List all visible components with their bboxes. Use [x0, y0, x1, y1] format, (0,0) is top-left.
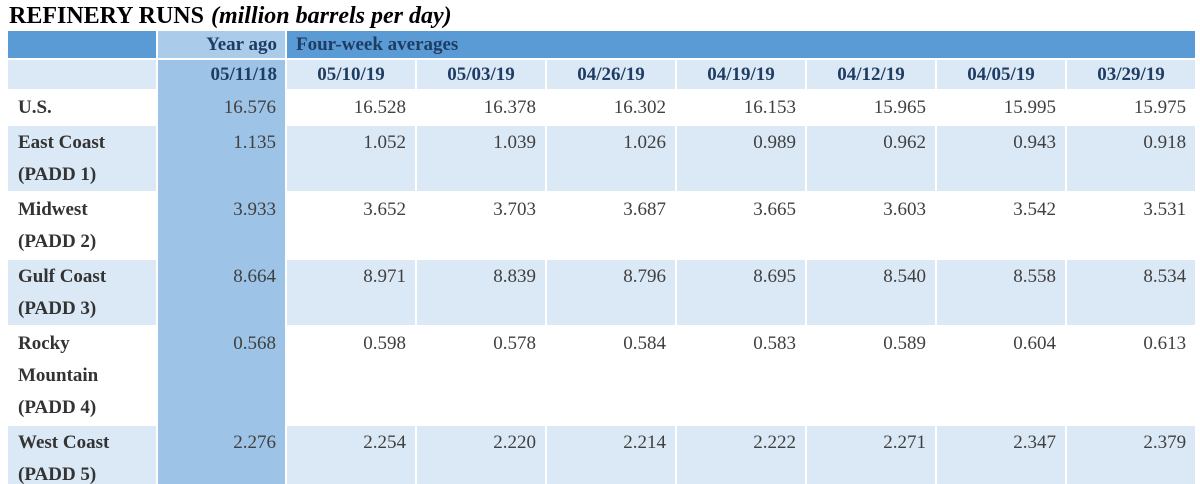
cell-value: 16.302 — [547, 91, 677, 126]
cell-value: 2.220 — [417, 426, 547, 484]
cell-value: 1.026 — [547, 126, 677, 193]
cell-value: 3.687 — [547, 193, 677, 260]
cell-value: 8.558 — [937, 260, 1067, 327]
table-row-east-coast: East Coast (PADD 1) 1.135 1.052 1.039 1.… — [8, 126, 1198, 193]
refinery-runs-table-wrap: Year ago Four-week averages 05/11/18 05/… — [8, 31, 1198, 484]
cell-value: 1.135 — [158, 126, 287, 193]
title-main: REFINERY RUNS — [9, 3, 204, 29]
cell-value: 0.578 — [417, 327, 547, 426]
cell-value: 16.576 — [158, 91, 287, 126]
page-title: REFINERY RUNS (million barrels per day) — [9, 3, 1200, 29]
cell-value: 0.589 — [807, 327, 937, 426]
cell-value: 3.703 — [417, 193, 547, 260]
cell-value: 16.528 — [287, 91, 417, 126]
row-label: Gulf Coast (PADD 3) — [8, 260, 158, 327]
cell-value: 15.995 — [937, 91, 1067, 126]
header-row-groups: Year ago Four-week averages — [8, 31, 1198, 60]
table-row-west-coast: West Coast (PADD 5) 2.276 2.254 2.220 2.… — [8, 426, 1198, 484]
cell-value: 3.603 — [807, 193, 937, 260]
cell-value: 0.943 — [937, 126, 1067, 193]
cell-value: 2.271 — [807, 426, 937, 484]
column-header-date: 05/03/19 — [417, 60, 547, 91]
cell-value: 2.276 — [158, 426, 287, 484]
cell-value: 8.796 — [547, 260, 677, 327]
cell-value: 2.347 — [937, 426, 1067, 484]
cell-value: 0.584 — [547, 327, 677, 426]
four-week-averages-header: Four-week averages — [287, 31, 1198, 60]
cell-value: 8.971 — [287, 260, 417, 327]
table-row-us: U.S. 16.576 16.528 16.378 16.302 16.153 … — [8, 91, 1198, 126]
cell-value: 0.604 — [937, 327, 1067, 426]
cell-value: 8.839 — [417, 260, 547, 327]
corner-cell — [8, 31, 158, 60]
row-label: East Coast (PADD 1) — [8, 126, 158, 193]
year-ago-header: Year ago — [158, 31, 287, 60]
cell-value: 2.214 — [547, 426, 677, 484]
row-label: West Coast (PADD 5) — [8, 426, 158, 484]
cell-value: 2.379 — [1067, 426, 1198, 484]
row-label: Midwest (PADD 2) — [8, 193, 158, 260]
cell-value: 15.965 — [807, 91, 937, 126]
cell-value: 0.989 — [677, 126, 807, 193]
cell-value: 3.652 — [287, 193, 417, 260]
column-header-date: 05/10/19 — [287, 60, 417, 91]
cell-value: 16.378 — [417, 91, 547, 126]
blank-header-cell — [8, 60, 158, 91]
cell-value: 0.583 — [677, 327, 807, 426]
cell-value: 3.665 — [677, 193, 807, 260]
cell-value: 0.568 — [158, 327, 287, 426]
refinery-runs-table: Year ago Four-week averages 05/11/18 05/… — [8, 31, 1198, 484]
cell-value: 3.542 — [937, 193, 1067, 260]
cell-value: 15.975 — [1067, 91, 1198, 126]
cell-value: 8.695 — [677, 260, 807, 327]
table-row-midwest: Midwest (PADD 2) 3.933 3.652 3.703 3.687… — [8, 193, 1198, 260]
cell-value: 8.540 — [807, 260, 937, 327]
table-row-gulf-coast: Gulf Coast (PADD 3) 8.664 8.971 8.839 8.… — [8, 260, 1198, 327]
row-label: Rocky Mountain (PADD 4) — [8, 327, 158, 426]
cell-value: 0.613 — [1067, 327, 1198, 426]
column-header-date: 04/26/19 — [547, 60, 677, 91]
cell-value: 8.664 — [158, 260, 287, 327]
table-row-rocky-mountain: Rocky Mountain (PADD 4) 0.568 0.598 0.57… — [8, 327, 1198, 426]
cell-value: 3.531 — [1067, 193, 1198, 260]
header-row-dates: 05/11/18 05/10/19 05/03/19 04/26/19 04/1… — [8, 60, 1198, 91]
cell-value: 0.598 — [287, 327, 417, 426]
title-unit: (million barrels per day) — [210, 3, 452, 29]
column-header-date: 03/29/19 — [1067, 60, 1198, 91]
column-header-date: 04/05/19 — [937, 60, 1067, 91]
row-label: U.S. — [8, 91, 158, 126]
cell-value: 2.222 — [677, 426, 807, 484]
column-header-date: 04/12/19 — [807, 60, 937, 91]
column-header-date: 05/11/18 — [158, 60, 287, 91]
cell-value: 1.039 — [417, 126, 547, 193]
cell-value: 16.153 — [677, 91, 807, 126]
cell-value: 8.534 — [1067, 260, 1198, 327]
cell-value: 0.918 — [1067, 126, 1198, 193]
cell-value: 3.933 — [158, 193, 287, 260]
cell-value: 2.254 — [287, 426, 417, 484]
column-header-date: 04/19/19 — [677, 60, 807, 91]
cell-value: 1.052 — [287, 126, 417, 193]
cell-value: 0.962 — [807, 126, 937, 193]
